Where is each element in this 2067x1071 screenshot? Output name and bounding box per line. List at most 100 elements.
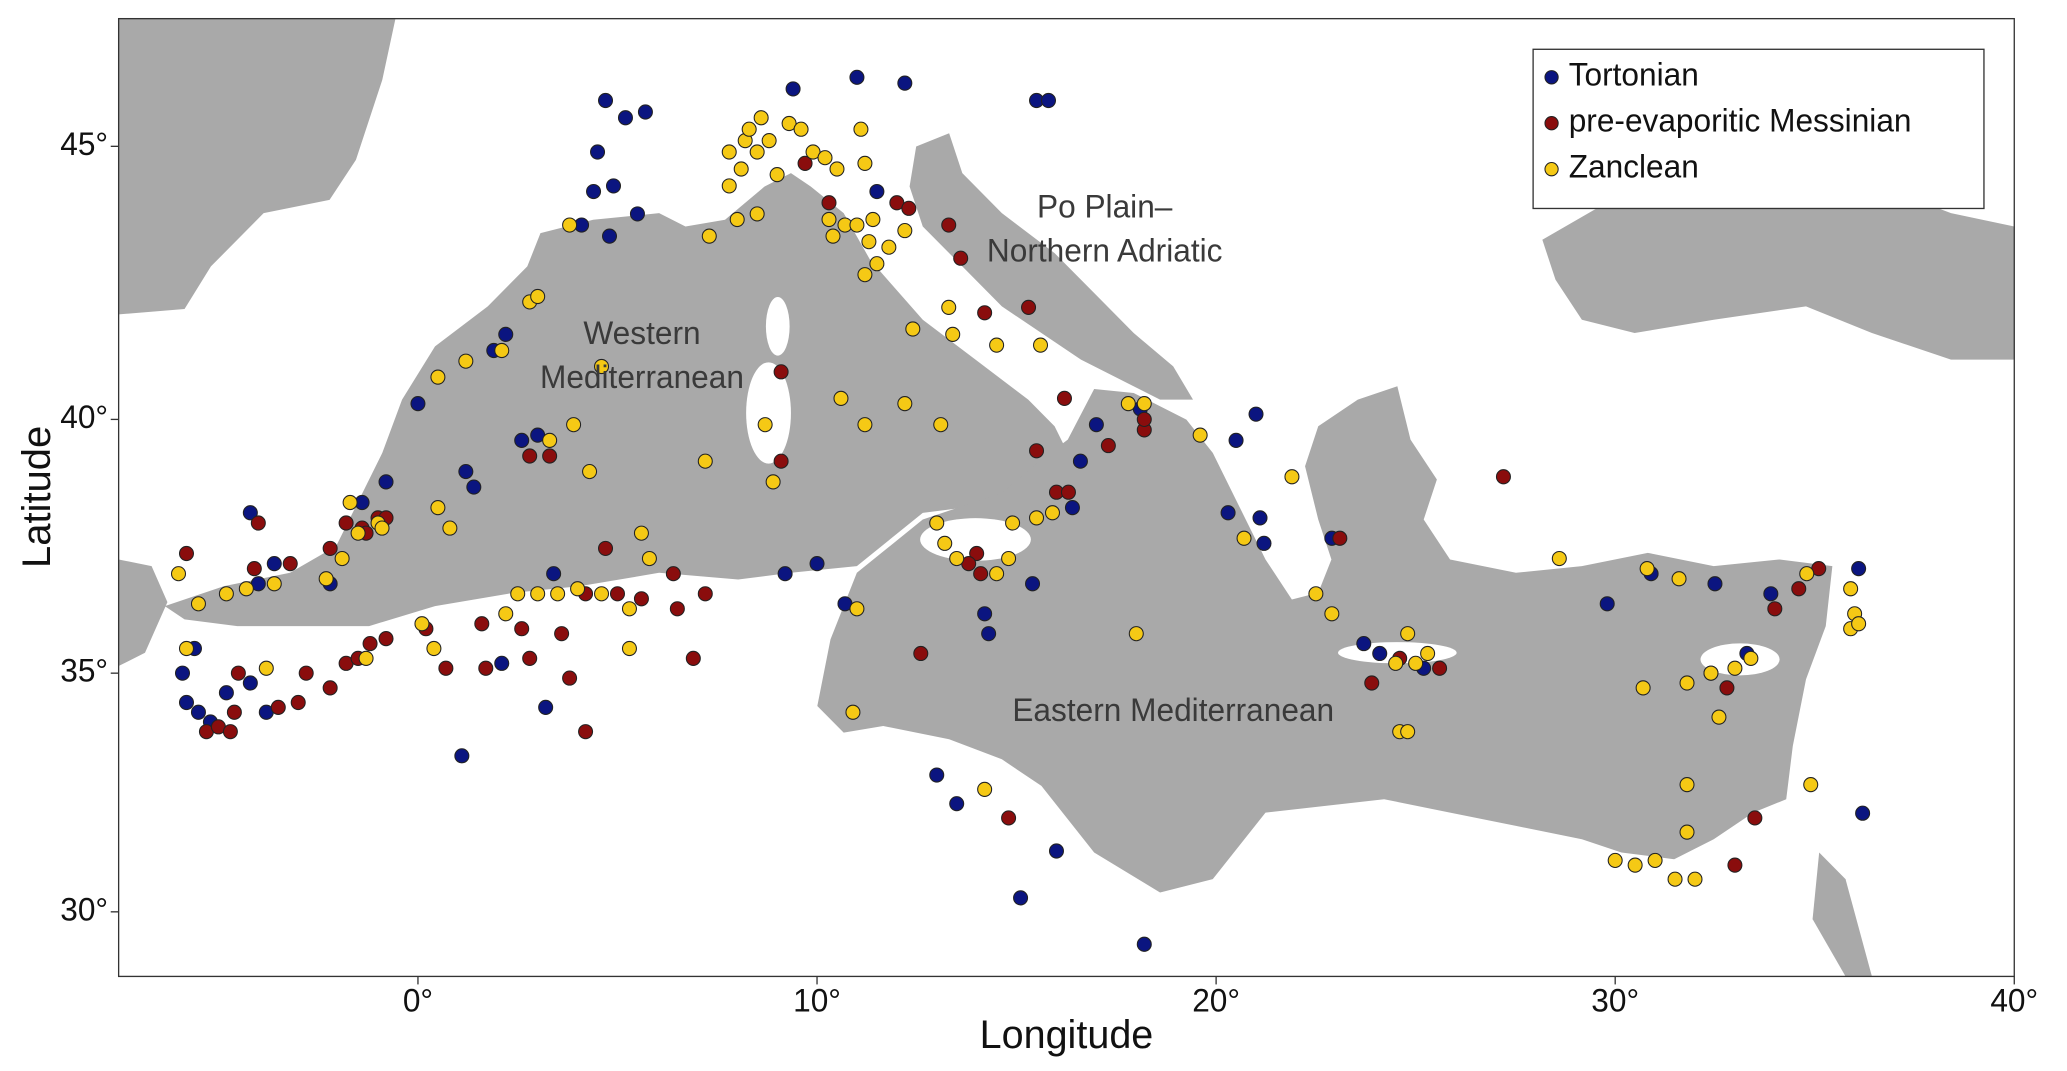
- data-point: [933, 417, 949, 433]
- data-point: [1639, 561, 1655, 577]
- x-tick-label: 20°: [1192, 982, 1240, 1018]
- data-point: [1743, 650, 1759, 666]
- data-point: [1033, 337, 1049, 353]
- data-point: [765, 474, 781, 490]
- data-point: [522, 448, 538, 464]
- data-point: [989, 566, 1005, 582]
- legend-marker: [1544, 116, 1559, 131]
- data-point: [845, 704, 861, 720]
- data-point: [605, 178, 622, 194]
- data-point: [869, 183, 885, 200]
- data-point: [793, 121, 809, 137]
- data-point: [546, 566, 562, 582]
- y-tick-label: 30°: [60, 891, 108, 927]
- data-point: [242, 505, 258, 521]
- data-point: [897, 222, 913, 239]
- data-point: [1072, 453, 1088, 469]
- data-point: [1400, 724, 1416, 740]
- data-point: [510, 586, 526, 602]
- data-point: [250, 515, 266, 531]
- data-point: [1799, 566, 1815, 582]
- data-point: [1040, 92, 1057, 109]
- data-point: [246, 561, 262, 577]
- data-point: [1025, 576, 1041, 592]
- data-point: [1727, 660, 1743, 676]
- data-point: [973, 566, 989, 582]
- data-point: [170, 566, 187, 582]
- data-point: [1679, 675, 1695, 691]
- data-point: [1679, 777, 1695, 793]
- data-point: [458, 463, 474, 480]
- data-point: [374, 520, 390, 536]
- data-point: [697, 586, 713, 602]
- data-point: [1635, 680, 1651, 696]
- data-point: [474, 616, 490, 632]
- marks: [170, 69, 1871, 952]
- red-sea: [1812, 852, 1872, 977]
- data-point: [1136, 411, 1152, 428]
- data-point: [562, 217, 578, 233]
- data-point: [550, 586, 566, 602]
- data-point: [1136, 936, 1152, 952]
- data-point: [757, 417, 773, 433]
- data-point: [1855, 805, 1871, 821]
- data-point: [1252, 510, 1268, 526]
- data-point: [761, 133, 777, 149]
- data-point: [913, 645, 929, 662]
- data-point: [190, 596, 206, 612]
- data-point: [322, 680, 338, 696]
- data-point: [454, 748, 470, 764]
- data-point: [777, 566, 793, 582]
- data-point: [1372, 645, 1388, 662]
- black-sea: [1542, 159, 2015, 360]
- data-point: [1420, 645, 1436, 662]
- data-point: [498, 326, 514, 342]
- data-point: [1220, 505, 1236, 521]
- data-point: [378, 631, 394, 647]
- data-point: [633, 525, 649, 541]
- data-point: [701, 228, 717, 244]
- data-point: [941, 217, 957, 233]
- data-point: [781, 115, 797, 132]
- data-point: [1064, 500, 1080, 516]
- data-point: [1747, 810, 1763, 826]
- data-point: [1803, 777, 1819, 793]
- data-point: [1013, 890, 1029, 906]
- data-point: [1236, 530, 1252, 546]
- data-point: [869, 256, 885, 272]
- data-point: [1021, 299, 1037, 315]
- data-point: [1256, 535, 1272, 551]
- data-point: [1703, 665, 1719, 681]
- data-point: [570, 581, 586, 597]
- data-point: [1136, 396, 1152, 412]
- data-point: [438, 660, 454, 676]
- data-point: [270, 699, 286, 715]
- data-point: [1791, 581, 1807, 597]
- data-point: [1356, 635, 1372, 652]
- data-point: [729, 211, 745, 228]
- data-point: [897, 396, 913, 412]
- data-point: [494, 342, 510, 359]
- data-point: [282, 556, 298, 572]
- data-point: [1324, 606, 1340, 622]
- x-tick-label: 30°: [1591, 982, 1639, 1018]
- data-point: [522, 650, 538, 666]
- data-point: [1647, 852, 1663, 869]
- data-point: [861, 234, 877, 250]
- data-point: [1001, 810, 1017, 826]
- data-point: [1599, 596, 1615, 612]
- data-point: [1308, 586, 1324, 602]
- data-point: [825, 228, 841, 244]
- data-point: [857, 155, 873, 171]
- x-tick-label: 40°: [1990, 982, 2038, 1018]
- x-axis-label: Longitude: [980, 1013, 1154, 1057]
- data-point: [178, 694, 194, 711]
- data-point: [494, 655, 510, 671]
- data-point: [266, 556, 282, 572]
- data-point: [542, 432, 558, 448]
- data-point: [430, 500, 446, 516]
- data-point: [1248, 406, 1264, 422]
- data-point: [378, 474, 394, 490]
- data-point: [821, 211, 837, 228]
- data-point: [426, 640, 442, 657]
